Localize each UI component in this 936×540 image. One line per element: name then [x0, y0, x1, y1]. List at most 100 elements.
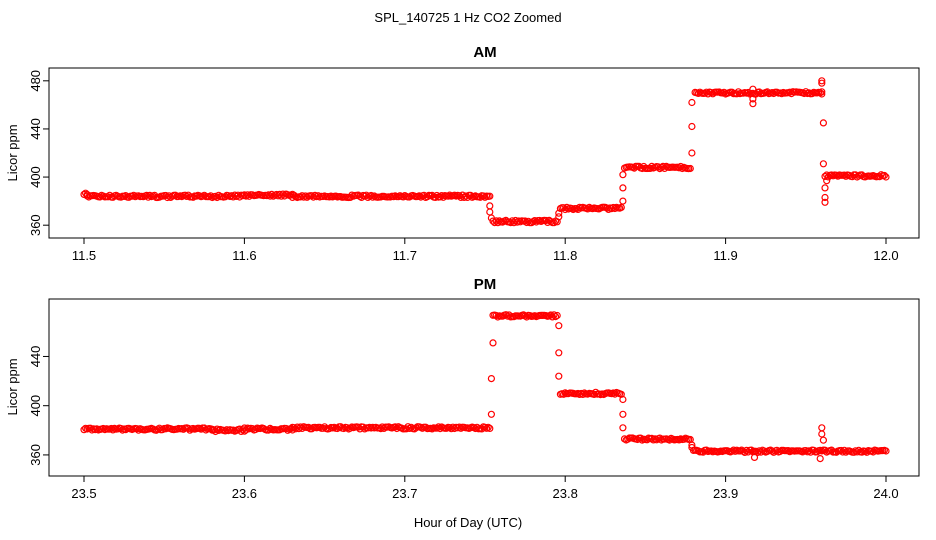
x-tick-label: 24.0 — [873, 486, 898, 501]
panel-am-plot-frame — [48, 67, 920, 239]
data-point — [688, 122, 696, 131]
data-point — [298, 424, 306, 432]
data-point — [85, 193, 93, 201]
data-point — [555, 213, 563, 221]
data-point — [882, 173, 890, 181]
data-point — [171, 191, 179, 199]
data-point — [80, 426, 88, 434]
data-point — [563, 203, 571, 211]
data-point — [818, 88, 826, 96]
x-tick-label: 11.7 — [393, 248, 417, 263]
panel-pm-x-axis: 23.5 23.6 23.7 23.8 23.9 24.0 — [71, 476, 899, 501]
data-point — [579, 390, 587, 398]
data-point — [619, 197, 627, 205]
data-point — [242, 192, 250, 200]
data-point — [749, 100, 757, 108]
y-tick-label: 360 — [28, 444, 43, 466]
data-point — [821, 184, 829, 192]
data-point — [744, 88, 752, 97]
data-point — [882, 447, 890, 455]
data-point — [276, 426, 284, 434]
data-point — [818, 77, 826, 85]
data-point — [851, 447, 860, 455]
data-point — [555, 322, 563, 330]
data-point — [818, 90, 826, 98]
panel-pm-plot-frame — [48, 298, 920, 477]
data-point — [819, 119, 828, 127]
data-point — [654, 163, 662, 171]
y-tick-label: 480 — [28, 70, 43, 92]
data-point — [821, 193, 829, 202]
data-point — [818, 79, 826, 87]
data-point — [823, 177, 831, 185]
data-point — [486, 424, 494, 432]
data-point — [808, 89, 816, 98]
data-point — [555, 209, 563, 217]
data-point — [346, 424, 354, 432]
data-point — [819, 436, 828, 444]
panel-pm-points — [80, 311, 890, 463]
x-tick-label: 23.6 — [232, 486, 257, 501]
data-point — [422, 423, 430, 431]
data-point — [739, 447, 747, 455]
data-point — [109, 426, 117, 434]
data-point — [749, 95, 757, 103]
data-point — [619, 395, 627, 404]
data-point — [484, 423, 492, 431]
data-point — [431, 193, 439, 201]
data-point — [159, 426, 167, 434]
y-tick-label: 400 — [28, 395, 43, 417]
data-point — [688, 443, 696, 452]
figure-suptitle: SPL_140725 1 Hz CO2 Zoomed — [374, 10, 561, 25]
data-point — [688, 441, 696, 449]
data-point — [548, 313, 557, 321]
data-point — [377, 425, 385, 433]
data-point — [880, 171, 889, 180]
panel-am-y-label: Licor ppm — [5, 124, 20, 181]
data-point — [553, 311, 561, 320]
data-point — [144, 193, 152, 201]
y-tick-label: 440 — [28, 346, 43, 368]
data-point — [646, 164, 654, 172]
x-tick-label: 11.9 — [713, 248, 737, 263]
data-point — [242, 426, 250, 434]
data-point — [207, 192, 215, 200]
x-tick-label: 12.0 — [873, 248, 898, 263]
data-point — [354, 423, 362, 431]
data-point — [146, 191, 154, 199]
data-point — [659, 162, 667, 170]
data-point — [704, 90, 712, 98]
data-point — [688, 98, 696, 107]
data-point — [818, 430, 826, 438]
data-point — [486, 208, 494, 216]
data-point — [266, 192, 274, 200]
data-point — [731, 447, 739, 455]
data-point — [750, 453, 759, 461]
panel-pm-y-axis: 360 400 440 — [28, 346, 49, 466]
panel-am-points — [80, 77, 890, 227]
y-tick-label: 360 — [28, 214, 43, 236]
x-tick-label: 23.5 — [71, 486, 96, 501]
x-tick-label: 23.8 — [553, 486, 578, 501]
data-point — [763, 88, 771, 96]
data-point — [559, 390, 568, 398]
data-point — [486, 202, 494, 210]
data-point — [619, 184, 627, 192]
data-point — [279, 190, 287, 198]
data-point — [686, 164, 694, 173]
data-point — [818, 424, 826, 432]
data-point — [821, 172, 829, 180]
data-point — [130, 191, 138, 199]
data-point — [619, 424, 627, 432]
panel-pm-y-label: Licor ppm — [5, 358, 20, 415]
panel-pm: PM 23.5 23.6 23.7 23.8 23.9 24.0 360 400 440 Li… — [5, 276, 920, 501]
data-point — [434, 423, 443, 431]
data-point — [462, 192, 470, 200]
data-point — [688, 149, 696, 157]
x-tick-label: 11.5 — [72, 248, 96, 263]
data-point — [287, 425, 295, 433]
panel-am-title: AM — [473, 44, 496, 61]
data-point — [179, 425, 187, 433]
data-point — [749, 85, 757, 93]
data-point — [550, 219, 558, 227]
